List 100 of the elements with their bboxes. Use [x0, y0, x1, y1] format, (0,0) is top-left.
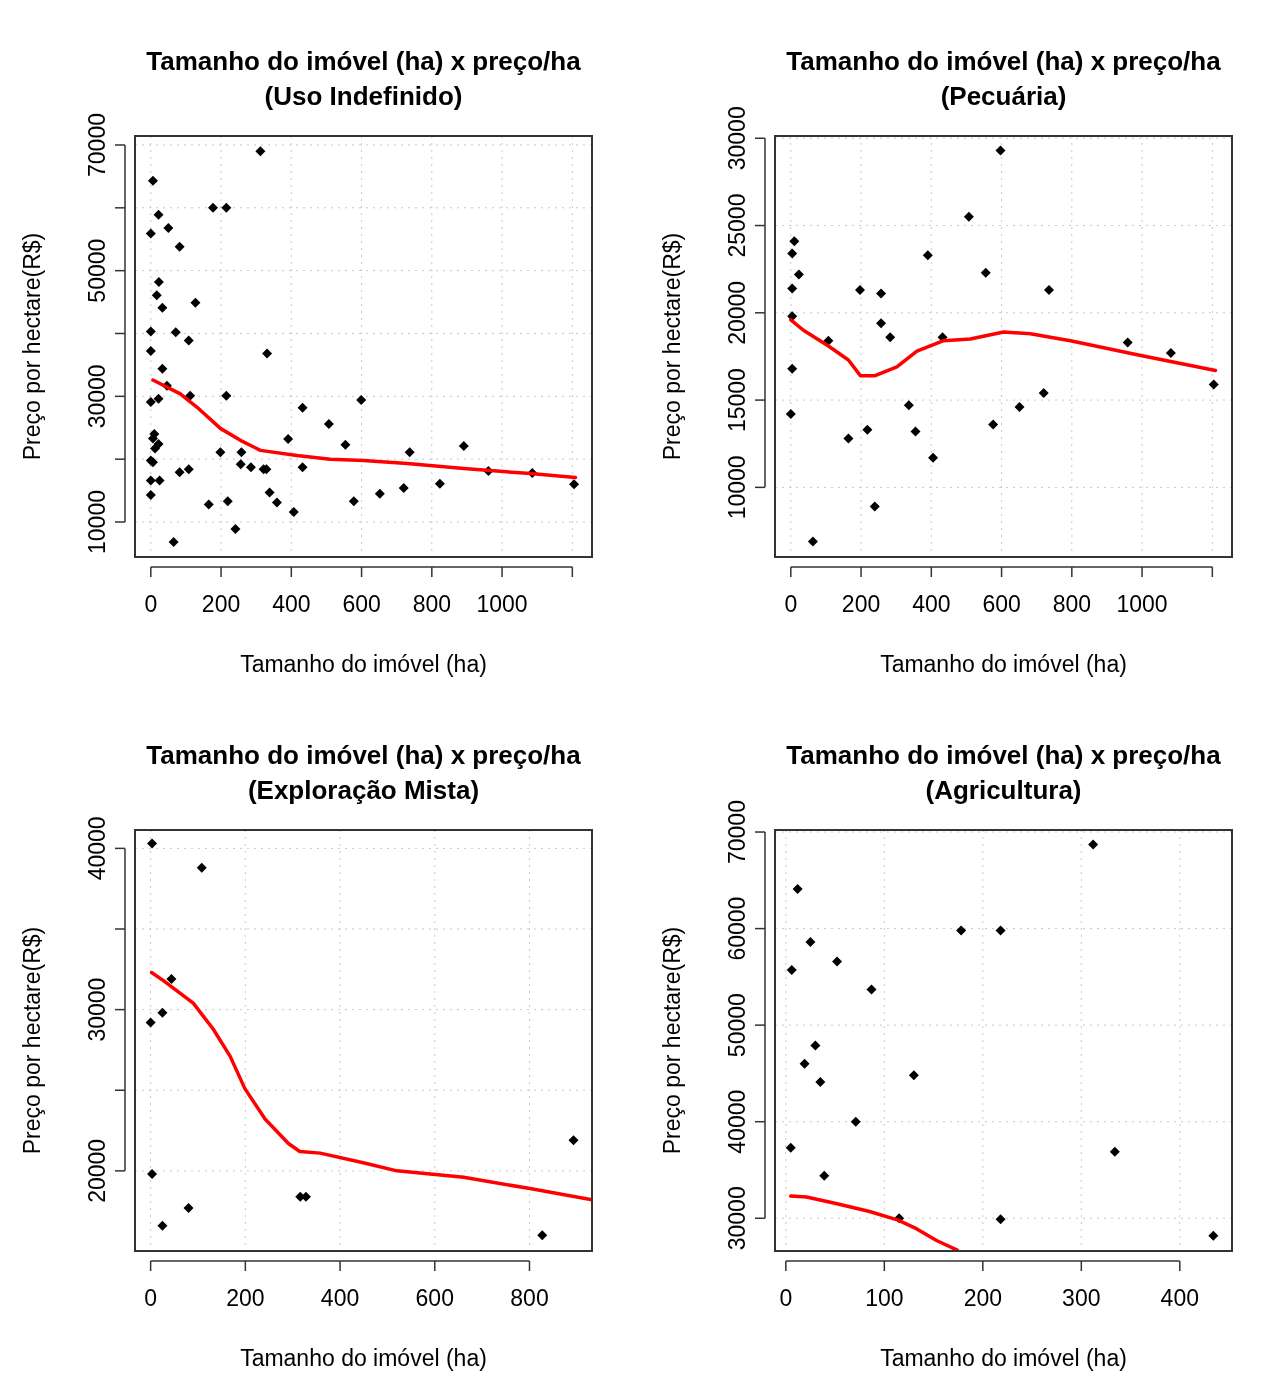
y-tick-label: 10000: [724, 455, 750, 520]
point: [1165, 347, 1176, 358]
y-tick-label: 15000: [724, 368, 750, 433]
point: [995, 925, 1006, 936]
point: [785, 1142, 796, 1153]
point: [792, 884, 803, 894]
y-tick-label: 30000: [84, 364, 110, 429]
point: [793, 269, 804, 280]
x-axis-title: Tamanho do imóvel (ha): [240, 1345, 487, 1371]
line-series: [149, 970, 592, 1202]
chart-title: Tamanho do imóvel (ha) x preço/ha (Agricultura): [786, 740, 1222, 805]
point: [183, 1202, 194, 1213]
point: [537, 1230, 548, 1241]
point: [963, 211, 974, 222]
x-tick-label: 600: [415, 1285, 454, 1311]
y-tick-label: 30000: [724, 106, 750, 171]
x-tick-label: 0: [779, 1285, 793, 1311]
x-tick-label: 600: [342, 591, 381, 617]
point: [166, 973, 177, 984]
point: [786, 965, 797, 976]
point: [1122, 337, 1133, 348]
point: [787, 363, 798, 374]
x-tick-label: 800: [1052, 591, 1092, 617]
x-axis-title: Tamanho do imóvel (ha): [240, 651, 487, 677]
point: [799, 1058, 810, 1069]
point: [876, 318, 887, 329]
y-axis-title: Preço por hectare(R$): [659, 232, 685, 461]
point: [819, 1170, 830, 1181]
x-tick-label: 200: [201, 591, 241, 617]
point: [850, 1116, 861, 1127]
point: [807, 536, 818, 547]
point: [147, 1169, 158, 1180]
point: [832, 956, 843, 967]
point: [908, 1070, 919, 1081]
x-tick-label: 400: [912, 591, 951, 617]
point: [855, 285, 866, 296]
point: [843, 433, 854, 444]
y-tick-label: 40000: [724, 1089, 750, 1154]
point: [1088, 839, 1099, 850]
point: [1043, 285, 1054, 296]
point: [866, 984, 877, 995]
point: [995, 1214, 1006, 1225]
y-tick-label: 50000: [84, 238, 110, 303]
point: [147, 838, 158, 849]
y-tick-label: 10000: [84, 490, 110, 554]
y-axis-title: Preço por hectare(R$): [19, 926, 45, 1155]
y-tick-label: 50000: [724, 993, 750, 1058]
y-tick-label: 20000: [84, 1138, 110, 1203]
point: [1038, 388, 1049, 399]
point: [787, 283, 798, 294]
point: [862, 424, 873, 435]
point: [988, 419, 999, 430]
x-tick-label: 100: [865, 1285, 904, 1311]
x-tick-label: 200: [963, 1285, 1002, 1311]
y-tick-label: 30000: [84, 977, 110, 1042]
point: [1014, 402, 1025, 413]
point: [810, 1040, 821, 1051]
x-tick-label: 1000: [1116, 591, 1168, 617]
x-tick-label: 0: [144, 591, 158, 617]
point: [995, 145, 1006, 156]
point: [922, 250, 933, 261]
chart-title: Tamanho do imóvel (ha) x preço/ha (Exploração Mista): [146, 740, 582, 805]
x-tick-label: 0: [784, 591, 798, 617]
point: [1208, 379, 1219, 390]
point: [785, 409, 796, 420]
point: [876, 288, 887, 299]
point: [787, 248, 798, 259]
line-series: [789, 1194, 959, 1251]
y-tick-label: 70000: [84, 113, 110, 177]
x-tick-label: 800: [510, 1285, 549, 1311]
point: [869, 501, 880, 512]
y-tick-label: 30000: [724, 1186, 750, 1251]
x-tick-label: 300: [1062, 1285, 1101, 1311]
point: [1109, 1146, 1120, 1157]
point: [928, 452, 939, 463]
y-tick-label: 70000: [724, 800, 750, 865]
x-tick-label: 400: [272, 591, 311, 617]
point: [157, 1007, 168, 1018]
y-tick-label: 20000: [724, 280, 750, 345]
point: [885, 332, 896, 343]
x-tick-label: 200: [841, 591, 881, 617]
point: [805, 937, 816, 948]
chart-title: Tamanho do imóvel (ha) x preço/ha (Pecuária): [786, 46, 1222, 111]
y-axis-title: Preço por hectare(R$): [19, 232, 45, 461]
point: [980, 267, 991, 278]
y-tick-label: 40000: [84, 816, 110, 881]
point: [910, 426, 921, 437]
point: [157, 1220, 168, 1231]
point: [1208, 1230, 1219, 1241]
x-tick-label: 800: [412, 591, 452, 617]
point: [568, 1135, 579, 1146]
y-tick-label: 25000: [724, 193, 750, 258]
chart-title: Tamanho do imóvel (ha) x preço/ha (Uso Indefinido): [146, 46, 582, 111]
point: [145, 1017, 156, 1028]
point: [789, 236, 800, 247]
point: [903, 400, 914, 411]
point: [196, 862, 207, 873]
x-tick-label: 1000: [476, 591, 528, 617]
y-tick-label: 60000: [724, 896, 750, 961]
point: [956, 925, 967, 936]
